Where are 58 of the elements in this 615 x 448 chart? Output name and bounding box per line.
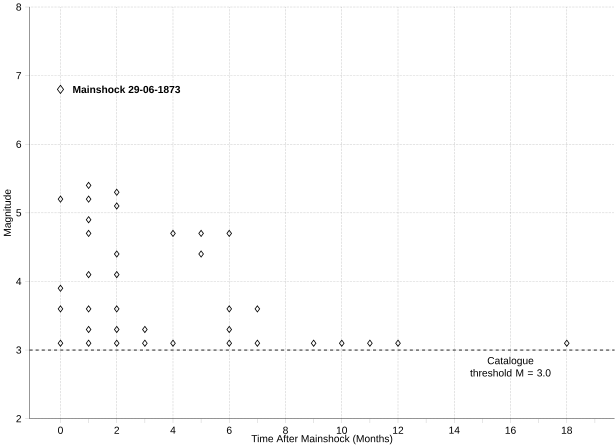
x-axis-title: Time After Mainshock (Months)	[251, 434, 392, 444]
point	[86, 340, 92, 347]
point	[58, 284, 64, 292]
point	[142, 340, 148, 347]
point	[198, 230, 204, 238]
point	[226, 230, 232, 238]
point	[86, 216, 92, 224]
x-tick-label: 6	[226, 426, 232, 434]
point	[56, 85, 64, 94]
x-tick-label: 12	[393, 426, 404, 434]
point	[367, 340, 373, 347]
point	[226, 340, 232, 347]
x-tick-label: 18	[562, 426, 572, 434]
point	[86, 326, 92, 334]
y-tick-label: 4	[16, 278, 22, 286]
point	[114, 326, 120, 334]
x-tick-label: 16	[506, 426, 516, 434]
y-tick-label: 5	[16, 209, 22, 217]
x-tick-label: 2	[114, 426, 120, 434]
x-tick-label: 14	[449, 426, 460, 434]
point	[114, 202, 120, 210]
y-tick-label: 2	[16, 415, 22, 422]
point	[114, 306, 120, 313]
x-tick-label: 0	[58, 426, 63, 434]
y-tick-label: 8	[16, 4, 22, 11]
point	[114, 340, 120, 347]
point	[339, 340, 344, 347]
point	[310, 340, 316, 347]
point	[114, 271, 120, 278]
point	[58, 340, 64, 347]
y-tick-label: 7	[16, 72, 22, 80]
point	[86, 306, 92, 313]
point	[86, 271, 92, 278]
series-label: Mainshock 29-06-1873	[73, 86, 180, 94]
point	[58, 196, 64, 203]
ref-line-label: Catalogue threshold M = 3.0	[470, 356, 551, 377]
point	[254, 306, 260, 313]
point	[198, 250, 204, 258]
point	[226, 306, 232, 313]
x-tick-label: 8	[283, 426, 288, 434]
x-tick-label: 4	[170, 426, 176, 434]
point	[564, 340, 570, 347]
point	[142, 326, 148, 334]
y-tick-label: 3	[16, 346, 22, 354]
point	[86, 230, 92, 238]
point	[114, 250, 120, 258]
y-tick-label: 6	[16, 140, 22, 148]
y-axis-title: Magnitude	[3, 190, 13, 236]
point	[395, 340, 401, 347]
point	[58, 306, 64, 313]
point	[226, 326, 232, 334]
point	[254, 340, 260, 347]
point	[114, 188, 120, 196]
point	[170, 230, 176, 238]
point	[86, 196, 92, 203]
x-tick-label: 10	[336, 426, 348, 434]
point	[170, 340, 176, 347]
point	[86, 182, 92, 190]
